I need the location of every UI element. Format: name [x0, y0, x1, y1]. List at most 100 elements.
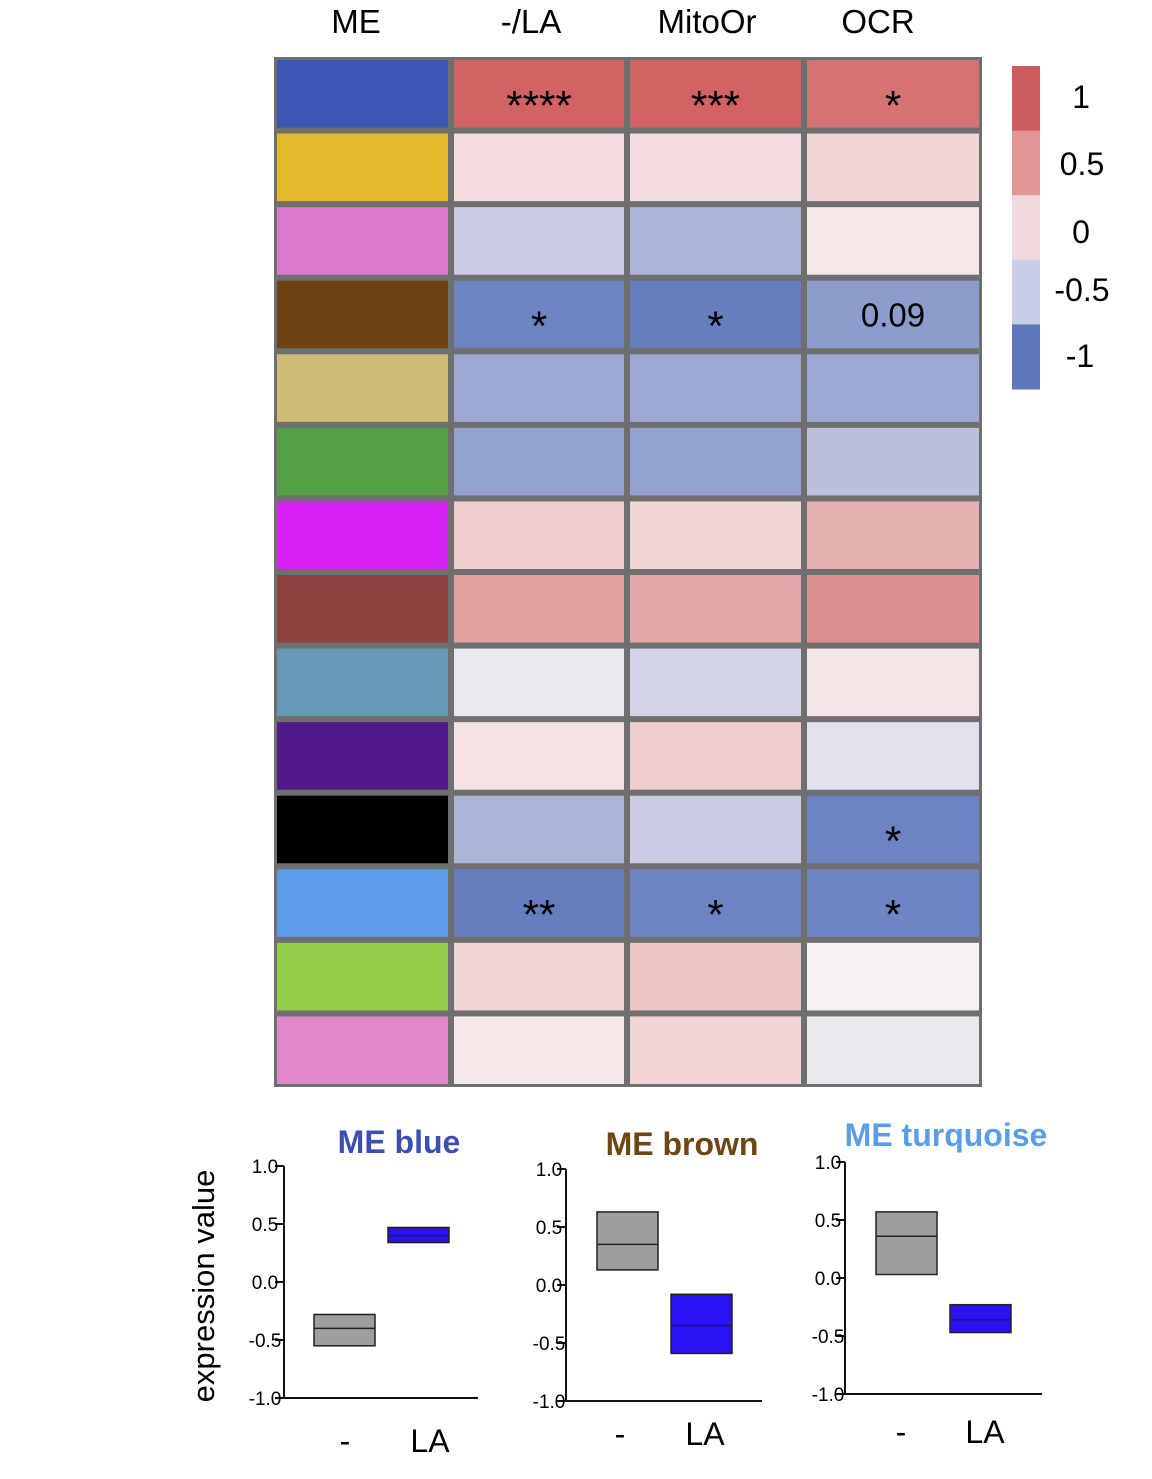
x-category-label: LA [965, 1414, 1005, 1450]
cell-annotation: * [707, 891, 723, 938]
column-header: MitoOr [658, 3, 757, 40]
heatmap-cell [454, 280, 624, 349]
cell-annotation: *** [691, 82, 740, 129]
module-color-swatch [277, 60, 448, 128]
panel-title: ME turquoise [845, 1117, 1048, 1153]
color-scale-band [1012, 195, 1040, 261]
y-tick-label: -0.5 [533, 1334, 566, 1355]
heatmap-cell [630, 869, 801, 937]
heatmap-cell [630, 575, 801, 643]
heatmap-cell [630, 1016, 801, 1084]
y-tick-label: -1.0 [249, 1389, 282, 1410]
color-scale-band [1012, 324, 1040, 390]
module-color-swatch [277, 207, 448, 275]
color-scale-tick: 1 [1072, 79, 1090, 115]
box-plot-panel: ME blue 1.0 0.5 0.0 -0.5 -1.0 - LA expression va… [186, 1124, 478, 1459]
heatmap-cell [454, 354, 624, 422]
heatmap-cell [807, 942, 979, 1011]
color-scale-tick: 0 [1072, 214, 1090, 250]
color-scale-band [1012, 66, 1040, 132]
y-tick-label: 0.5 [252, 1215, 278, 1236]
heatmap-cell [630, 354, 801, 422]
module-color-swatch [277, 354, 448, 422]
color-scale-tick: 0.5 [1060, 146, 1104, 182]
x-category-label: - [340, 1423, 351, 1459]
heatmap-cell [454, 133, 624, 202]
heatmap-cell [454, 869, 624, 937]
cell-annotation: * [531, 303, 547, 350]
y-tick-label: 0.5 [815, 1211, 841, 1232]
module-color-swatch [277, 133, 448, 202]
heatmap-cell [807, 280, 979, 349]
cell-annotation: **** [506, 82, 571, 129]
color-scale-tick: -0.5 [1054, 272, 1109, 308]
heatmap-cell [454, 1016, 624, 1084]
heatmap-cell [807, 795, 979, 864]
heatmap-cell [454, 648, 624, 717]
module-color-swatch [277, 942, 448, 1011]
module-color-swatch [277, 1016, 448, 1084]
box-plot-panel: ME brown 1.0 0.5 0.0 -0.5 -1.0 - LA [533, 1126, 762, 1452]
heatmap-cell [807, 575, 979, 643]
heatmap-cell [630, 942, 801, 1011]
y-tick-label: 0.5 [536, 1218, 562, 1239]
y-tick-label: 0.0 [536, 1276, 562, 1297]
column-header: -/LA [501, 3, 562, 40]
cell-annotation: * [707, 303, 723, 350]
module-color-swatch [277, 280, 448, 349]
heatmap-cell [807, 354, 979, 422]
heatmap-cell [807, 427, 979, 496]
column-header: ME [331, 3, 381, 40]
y-tick-label: -0.5 [812, 1327, 845, 1348]
heatmap-cell [454, 795, 624, 864]
color-scale-tick: -1 [1066, 338, 1094, 374]
y-tick-label: -1.0 [812, 1385, 845, 1406]
box [596, 1211, 659, 1271]
y-tick-label: 1.0 [815, 1153, 841, 1174]
y-tick-label: 1.0 [536, 1160, 562, 1181]
heatmap-cell [454, 575, 624, 643]
cell-annotation: ** [523, 891, 556, 938]
correlation-heatmap: ME -/LA MitoOr OCR**** *** ** * 0.09*** * * [274, 3, 982, 1087]
heatmap-cell [630, 501, 801, 569]
color-scale-band [1012, 259, 1040, 325]
y-axis-label: expression value [186, 1170, 221, 1403]
heatmap-cell [630, 60, 801, 128]
heatmap-cell [630, 280, 801, 349]
box [313, 1313, 376, 1347]
heatmap-cell [454, 60, 624, 128]
cell-annotation: 0.09 [861, 297, 925, 334]
heatmap-cell [807, 501, 979, 569]
heatmap-cell [807, 648, 979, 717]
x-category-label: - [896, 1414, 907, 1450]
module-color-swatch [277, 501, 448, 569]
module-color-swatch [277, 722, 448, 790]
heatmap-cell [630, 722, 801, 790]
heatmap-cell [807, 1016, 979, 1084]
heatmap-cell [807, 207, 979, 275]
module-color-swatch [277, 869, 448, 937]
x-category-label: LA [410, 1423, 450, 1459]
heatmap-cell [807, 869, 979, 937]
heatmap-cell [454, 207, 624, 275]
x-category-label: - [615, 1416, 626, 1452]
cell-annotation: * [885, 82, 901, 129]
module-color-swatch [277, 427, 448, 496]
heatmap-cell [454, 427, 624, 496]
module-color-swatch [277, 795, 448, 864]
heatmap-cell [630, 648, 801, 717]
y-tick-label: 0.0 [252, 1273, 278, 1294]
heatmap-cell [630, 207, 801, 275]
box [949, 1303, 1012, 1334]
heatmap-cell [454, 722, 624, 790]
heatmap-cell [630, 427, 801, 496]
heatmap-cell [630, 795, 801, 864]
heatmap-cell [807, 133, 979, 202]
heatmap-cell [807, 60, 979, 128]
heatmap-cell [630, 133, 801, 202]
y-tick-label: -1.0 [533, 1392, 566, 1413]
color-scale-legend: 1 0.5 0 -0.5 -1 [1012, 66, 1110, 390]
y-tick-label: 1.0 [252, 1157, 278, 1178]
